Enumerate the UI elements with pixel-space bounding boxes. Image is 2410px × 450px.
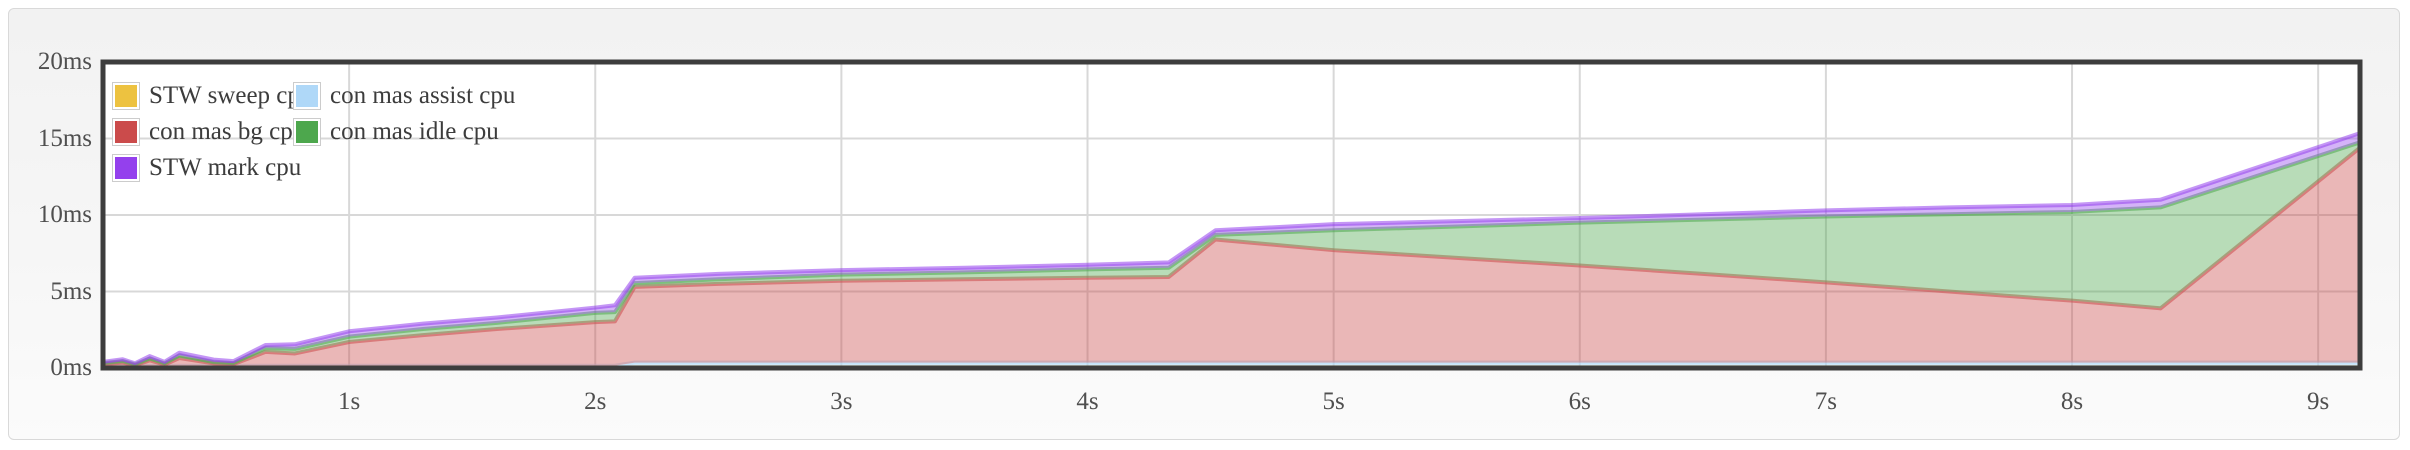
plot-border xyxy=(100,59,2363,371)
y-tick-label: 5ms xyxy=(50,277,92,305)
legend-label: con mas assist cpu xyxy=(330,82,516,109)
series-area-stw-mark-cpu[interactable] xyxy=(103,133,2360,365)
y-tick-label: 10ms xyxy=(37,201,92,228)
y-tick-label: 20ms xyxy=(37,48,92,75)
legend-color-swatch xyxy=(112,82,140,110)
legend-label: con mas idle cpu xyxy=(330,118,499,145)
x-tick-label: 1s xyxy=(338,388,361,415)
series-line-stw-mark-cpu xyxy=(101,131,2362,366)
x-tick-label: 5s xyxy=(1322,388,1345,415)
x-tick-label: 4s xyxy=(1076,388,1099,415)
legend-item-con-mas-idle-cpu: con mas idle cpu xyxy=(293,118,515,146)
legend-item-con-mas-bg-cpu: con mas bg cpu xyxy=(112,118,305,146)
x-tick-label: 9s xyxy=(2307,388,2330,415)
x-tick-label: 6s xyxy=(1568,388,1591,415)
legend-label: STW sweep cpu xyxy=(149,82,313,109)
series-area-con-mas-bg-cpu[interactable] xyxy=(103,147,2360,366)
legend-color-swatch xyxy=(293,118,321,146)
x-tick-label: 8s xyxy=(2060,388,2084,415)
y-tick-label: 0ms xyxy=(50,354,92,381)
legend-label: con mas bg cpu xyxy=(149,118,306,145)
legend-color-swatch xyxy=(112,118,140,146)
chart-legend: STW sweep cpu con mas assist cpu con mas b… xyxy=(112,78,515,186)
x-tick-label: 2s xyxy=(584,388,607,415)
legend-item-stw-sweep-cpu: STW sweep cpu xyxy=(112,82,312,110)
legend-color-swatch xyxy=(112,154,140,182)
series-line-con-mas-idle-cpu xyxy=(101,140,2362,367)
x-tick-label: 7s xyxy=(1814,388,1837,415)
y-tick-label: 15ms xyxy=(37,124,92,152)
legend-color-swatch xyxy=(293,82,321,110)
legend-item-con-mas-assist-cpu: con mas assist cpu xyxy=(293,82,515,110)
legend-item-stw-mark-cpu: STW mark cpu xyxy=(112,154,301,182)
x-tick-label: 3s xyxy=(830,388,853,415)
series-line-con-mas-bg-cpu xyxy=(101,145,2362,368)
legend-label: STW mark cpu xyxy=(149,154,302,181)
